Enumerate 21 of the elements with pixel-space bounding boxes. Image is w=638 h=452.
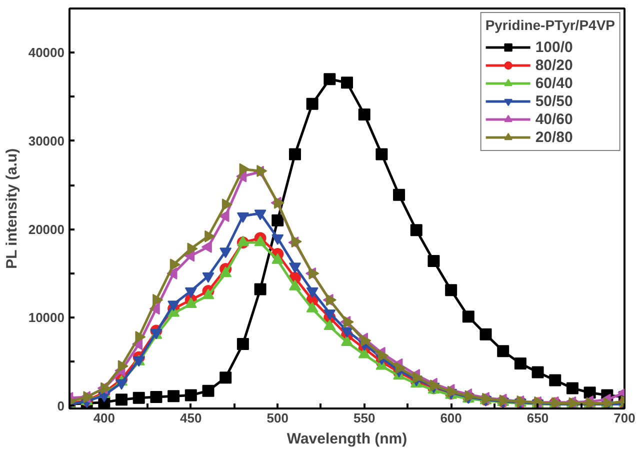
y-tick-label: 0 (57, 398, 65, 414)
legend-label: 40/60 (535, 110, 573, 128)
x-tick-label: 400 (93, 410, 116, 426)
legend-label: 80/20 (535, 56, 573, 74)
x-tick-label: 700 (614, 410, 636, 426)
x-tick-label: 650 (526, 410, 549, 426)
x-tick-label: 500 (266, 410, 288, 426)
legend-label: 100/0 (535, 38, 573, 56)
legend-title: Pyridine-PTyr/P4VP (485, 17, 615, 33)
x-axis-title: Wavelength (nm) (286, 430, 408, 448)
x-tick-label: 550 (354, 410, 376, 426)
y-tick-label: 10000 (28, 310, 65, 326)
legend-label: 50/50 (535, 92, 573, 110)
x-tick-label: 600 (440, 410, 462, 426)
legend-label: 20/80 (535, 128, 573, 146)
x-tick-label: 450 (180, 410, 202, 426)
legend-label: 60/40 (535, 74, 573, 92)
y-tick-label: 20000 (28, 222, 65, 237)
y-axis-title: PL intensity (a.u) (3, 148, 20, 269)
y-tick-label: 40000 (28, 45, 65, 60)
y-tick-label: 30000 (28, 133, 65, 148)
